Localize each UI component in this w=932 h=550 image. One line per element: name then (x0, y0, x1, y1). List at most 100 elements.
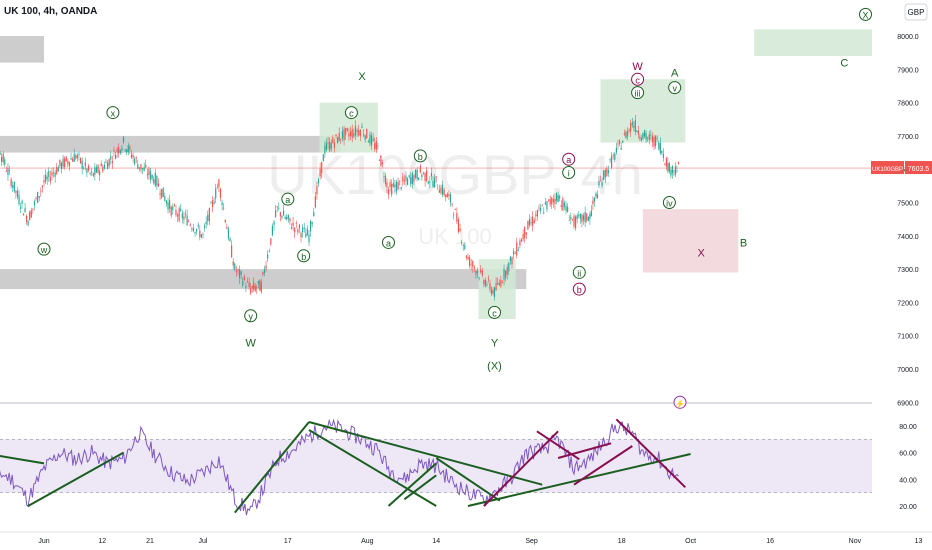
currency-button[interactable]: GBP (904, 3, 928, 21)
price-zones[interactable] (0, 29, 872, 320)
wave-label-text: X (862, 10, 868, 20)
candle (623, 133, 625, 135)
candle (100, 163, 102, 167)
candle (665, 158, 667, 167)
wave-label[interactable]: W (632, 61, 643, 73)
wave-label[interactable]: a (562, 152, 576, 166)
wave-label[interactable]: (X) (487, 361, 502, 373)
candle (107, 162, 109, 170)
wave-label[interactable]: b (413, 149, 427, 163)
wave-label-text: B (740, 237, 747, 249)
candle (402, 176, 404, 182)
candle (573, 215, 575, 227)
candle (578, 215, 580, 217)
last-price-tag[interactable]: UK100GBP 7603.5 (871, 161, 932, 175)
price-tag-ticker-bg (871, 161, 904, 175)
candle (581, 214, 583, 222)
wave-label[interactable]: C (840, 58, 848, 70)
wave-label-text: a (566, 155, 571, 165)
candle (362, 134, 365, 136)
rsi-trendline[interactable] (387, 462, 437, 507)
wave-label[interactable]: y (244, 309, 258, 323)
wave-label[interactable]: b (572, 282, 586, 296)
wave-label[interactable]: X (358, 71, 366, 83)
wave-label[interactable]: iii (631, 86, 645, 100)
rsi-trendline[interactable] (308, 429, 437, 507)
candle (140, 164, 142, 170)
price-axis[interactable]: 8000.07900.07800.07700.07600.07500.07400… (871, 0, 932, 550)
zone-green[interactable] (754, 29, 872, 56)
zone-gray[interactable] (0, 36, 44, 63)
rsi-trendline[interactable] (483, 430, 559, 507)
candle (457, 219, 460, 232)
zone-gray[interactable] (0, 269, 527, 290)
wave-label[interactable]: w (37, 242, 51, 256)
price-plot[interactable] (0, 101, 872, 301)
rsi-trendline[interactable] (27, 451, 124, 507)
candle (237, 269, 239, 271)
candle (532, 216, 534, 226)
price-tick-label: 6900.0 (897, 400, 919, 407)
rsi-pane[interactable] (0, 418, 872, 516)
wave-label[interactable]: c (631, 72, 645, 86)
candle (294, 227, 296, 233)
rsi-line[interactable] (0, 418, 679, 516)
candle (170, 206, 172, 216)
wave-label[interactable]: ii (572, 265, 586, 279)
wave-label[interactable]: W (246, 337, 257, 349)
rsi-trendline[interactable] (615, 418, 687, 489)
candle (522, 234, 524, 240)
wave-label-text: X (358, 71, 366, 83)
candle (279, 212, 281, 217)
wave-label[interactable]: B (740, 237, 747, 249)
candle (470, 263, 472, 265)
wave-label[interactable]: b (297, 249, 311, 263)
rsi-trendline[interactable] (435, 457, 501, 502)
wave-label[interactable]: iv (662, 196, 676, 209)
candle (27, 221, 29, 225)
wave-label[interactable]: a (382, 235, 395, 249)
candle (391, 183, 393, 195)
price-tick-label: 7500.0 (897, 201, 919, 208)
rsi-trendline[interactable] (573, 445, 633, 486)
candle (181, 213, 183, 219)
wave-label[interactable]: x (106, 106, 120, 120)
candle (395, 181, 398, 192)
wave-label[interactable]: v (668, 81, 682, 95)
rsi-trendline[interactable] (308, 421, 543, 486)
candle (16, 190, 19, 197)
candle (476, 270, 479, 274)
wave-label[interactable]: X (698, 247, 706, 259)
wave-label[interactable]: i (562, 166, 576, 180)
candle (51, 172, 53, 176)
currency-label: GBP (908, 8, 925, 17)
candle (664, 163, 666, 165)
candle (226, 227, 228, 229)
rsi-trendline[interactable] (234, 421, 310, 514)
zone-red[interactable] (642, 209, 739, 273)
candle (138, 167, 140, 169)
wave-label[interactable]: A (671, 68, 679, 80)
candle (467, 256, 469, 260)
time-tick-label: 13 (915, 538, 923, 545)
zone-gray[interactable] (0, 135, 341, 153)
wave-label[interactable]: c (488, 305, 501, 319)
candle (188, 221, 190, 223)
wave-label[interactable]: X (859, 7, 872, 21)
rsi-trendline[interactable] (0, 453, 45, 465)
candle (224, 219, 226, 223)
rsi-trendline[interactable] (403, 474, 437, 501)
candle (121, 147, 123, 151)
wave-label[interactable]: a (281, 192, 295, 206)
candle (670, 169, 672, 176)
time-axis[interactable]: Jun1221Jul17Aug14Sep18Oct16Nov1322Dec18 (0, 531, 932, 545)
wave-label[interactable]: c (344, 106, 358, 120)
event-marker[interactable]: ⚡ (673, 395, 687, 409)
wave-label-circle (488, 305, 501, 319)
candle (54, 172, 56, 177)
candle (448, 194, 450, 197)
rsi-trendline[interactable] (557, 442, 612, 459)
wave-label[interactable]: Y (491, 337, 499, 349)
candle (451, 203, 453, 205)
